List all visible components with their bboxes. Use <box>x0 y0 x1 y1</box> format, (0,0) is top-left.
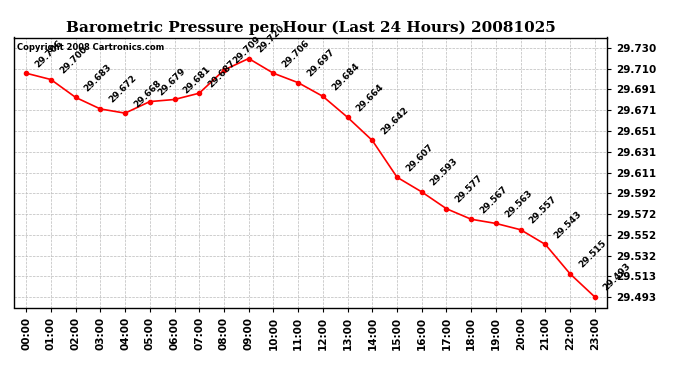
Text: 29.563: 29.563 <box>503 188 534 219</box>
Title: Barometric Pressure per Hour (Last 24 Hours) 20081025: Barometric Pressure per Hour (Last 24 Ho… <box>66 21 555 35</box>
Text: 29.664: 29.664 <box>355 82 386 113</box>
Text: 29.683: 29.683 <box>83 62 113 93</box>
Text: 29.684: 29.684 <box>330 61 361 92</box>
Text: 29.709: 29.709 <box>231 35 262 66</box>
Text: 29.493: 29.493 <box>602 262 633 293</box>
Text: Copyright 2008 Cartronics.com: Copyright 2008 Cartronics.com <box>17 43 164 52</box>
Text: 29.543: 29.543 <box>552 209 583 240</box>
Text: 29.668: 29.668 <box>132 78 163 109</box>
Text: 29.679: 29.679 <box>157 66 188 98</box>
Text: 29.515: 29.515 <box>577 239 608 270</box>
Text: 29.706: 29.706 <box>280 38 311 69</box>
Text: 29.706: 29.706 <box>33 38 64 69</box>
Text: 29.567: 29.567 <box>478 184 509 215</box>
Text: 29.720: 29.720 <box>255 23 286 54</box>
Text: 29.607: 29.607 <box>404 142 435 173</box>
Text: 29.700: 29.700 <box>58 45 89 75</box>
Text: 29.642: 29.642 <box>380 105 411 136</box>
Text: 29.577: 29.577 <box>453 174 484 205</box>
Text: 29.681: 29.681 <box>181 64 213 95</box>
Text: 29.697: 29.697 <box>305 47 336 78</box>
Text: 29.687: 29.687 <box>206 58 237 89</box>
Text: 29.672: 29.672 <box>107 74 138 105</box>
Text: 29.593: 29.593 <box>428 157 460 188</box>
Text: 29.557: 29.557 <box>528 195 559 226</box>
